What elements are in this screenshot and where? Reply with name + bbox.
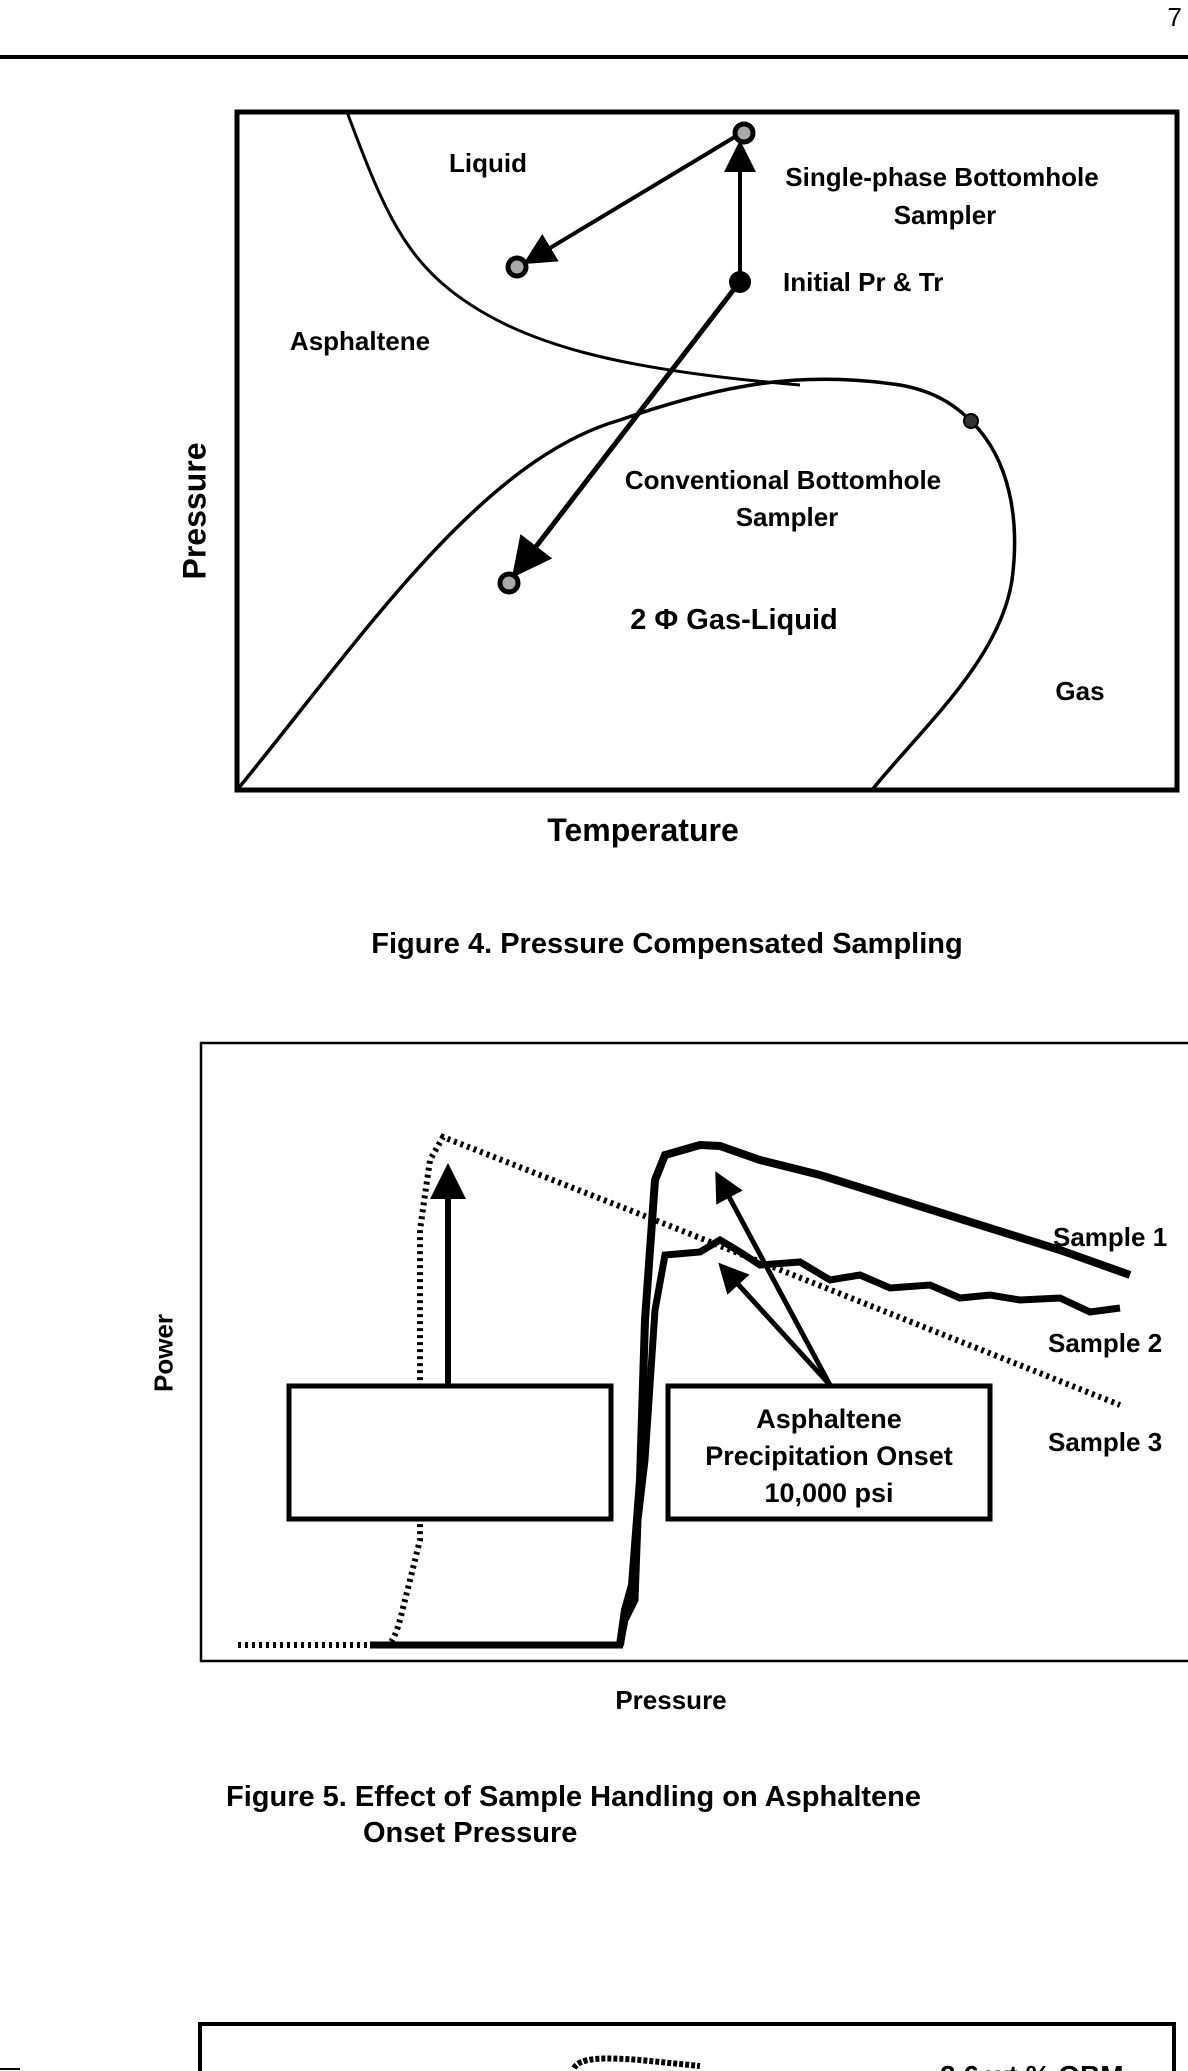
- figure5-frame: [199, 1041, 1188, 1663]
- sample1-curve: [616, 1140, 1132, 1646]
- label-liquid: Liquid: [449, 148, 527, 178]
- header-rule: [0, 55, 1188, 59]
- figure4-labels: Liquid Asphaltene Single-phase Bottomhol…: [290, 148, 1105, 706]
- figure5-xlabel: Pressure: [615, 1685, 727, 1715]
- figure4-caption: Figure 4. Pressure Compensated Sampling: [371, 928, 963, 960]
- figure4-frame: [234, 109, 1180, 793]
- figure6-curve: [571, 2055, 701, 2070]
- figure6-frame: [198, 2022, 1176, 2071]
- figure6-partial: 2.6 wt % OBM: [0, 2022, 1176, 2071]
- sample3-curve: [238, 1133, 1122, 1648]
- legend-sample3: Sample 3: [1048, 1427, 1162, 1457]
- label-gas: Gas: [1055, 676, 1104, 706]
- initial-point: [729, 271, 751, 293]
- label-two-phase: 2 Φ Gas-Liquid: [630, 604, 838, 636]
- label-single-phase-2: Sampler: [894, 200, 997, 230]
- phase-envelope: [235, 377, 1017, 792]
- onset-arrow-1: [715, 1171, 833, 1387]
- conventional-point: [497, 571, 521, 595]
- arrow-conventional: [511, 282, 740, 578]
- label-asphaltene: Asphaltene: [290, 326, 430, 356]
- figure6-legend-fragment: 2.6 wt % OBM: [940, 2060, 1124, 2071]
- label-initial: Initial Pr & Tr: [783, 267, 943, 297]
- onset-arrow-2: [718, 1262, 832, 1387]
- figure5-labels: Asphaltene Precipitation Onset 10,000 ps…: [705, 1222, 1167, 1508]
- legend-sample1: Sample 1: [1053, 1222, 1167, 1252]
- page-number: 7: [1167, 2, 1182, 32]
- onset-annotation-box: [665, 1383, 993, 1522]
- label-single-phase-1: Single-phase Bottomhole: [785, 162, 1098, 192]
- figure4-plot: [234, 109, 1180, 793]
- label-conventional-2: Sampler: [736, 502, 839, 532]
- annotation-line2: Precipitation Onset: [705, 1441, 953, 1471]
- empty-annotation-box: [286, 1383, 614, 1522]
- figure5-caption-line1: Figure 5. Effect of Sample Handling on A…: [226, 1781, 922, 1813]
- label-conventional-1: Conventional Bottomhole: [625, 465, 941, 495]
- critical-point: [963, 413, 979, 429]
- depressurized-point: [505, 255, 529, 279]
- annotation-line1: Asphaltene: [756, 1404, 902, 1434]
- arrow-to-liquid: [523, 133, 740, 265]
- annotation-line3: 10,000 psi: [764, 1478, 893, 1508]
- figure5-ylabel: Power: [148, 1313, 179, 1393]
- single-phase-point: [732, 121, 756, 145]
- figure5-plot: [199, 1041, 1188, 1663]
- asphaltene-boundary: [345, 111, 801, 387]
- legend-sample2: Sample 2: [1048, 1328, 1162, 1358]
- figure5-caption-line2: Onset Pressure: [363, 1817, 578, 1849]
- figure4-ylabel: Pressure: [176, 442, 213, 580]
- figure4-xlabel: Temperature: [547, 812, 739, 848]
